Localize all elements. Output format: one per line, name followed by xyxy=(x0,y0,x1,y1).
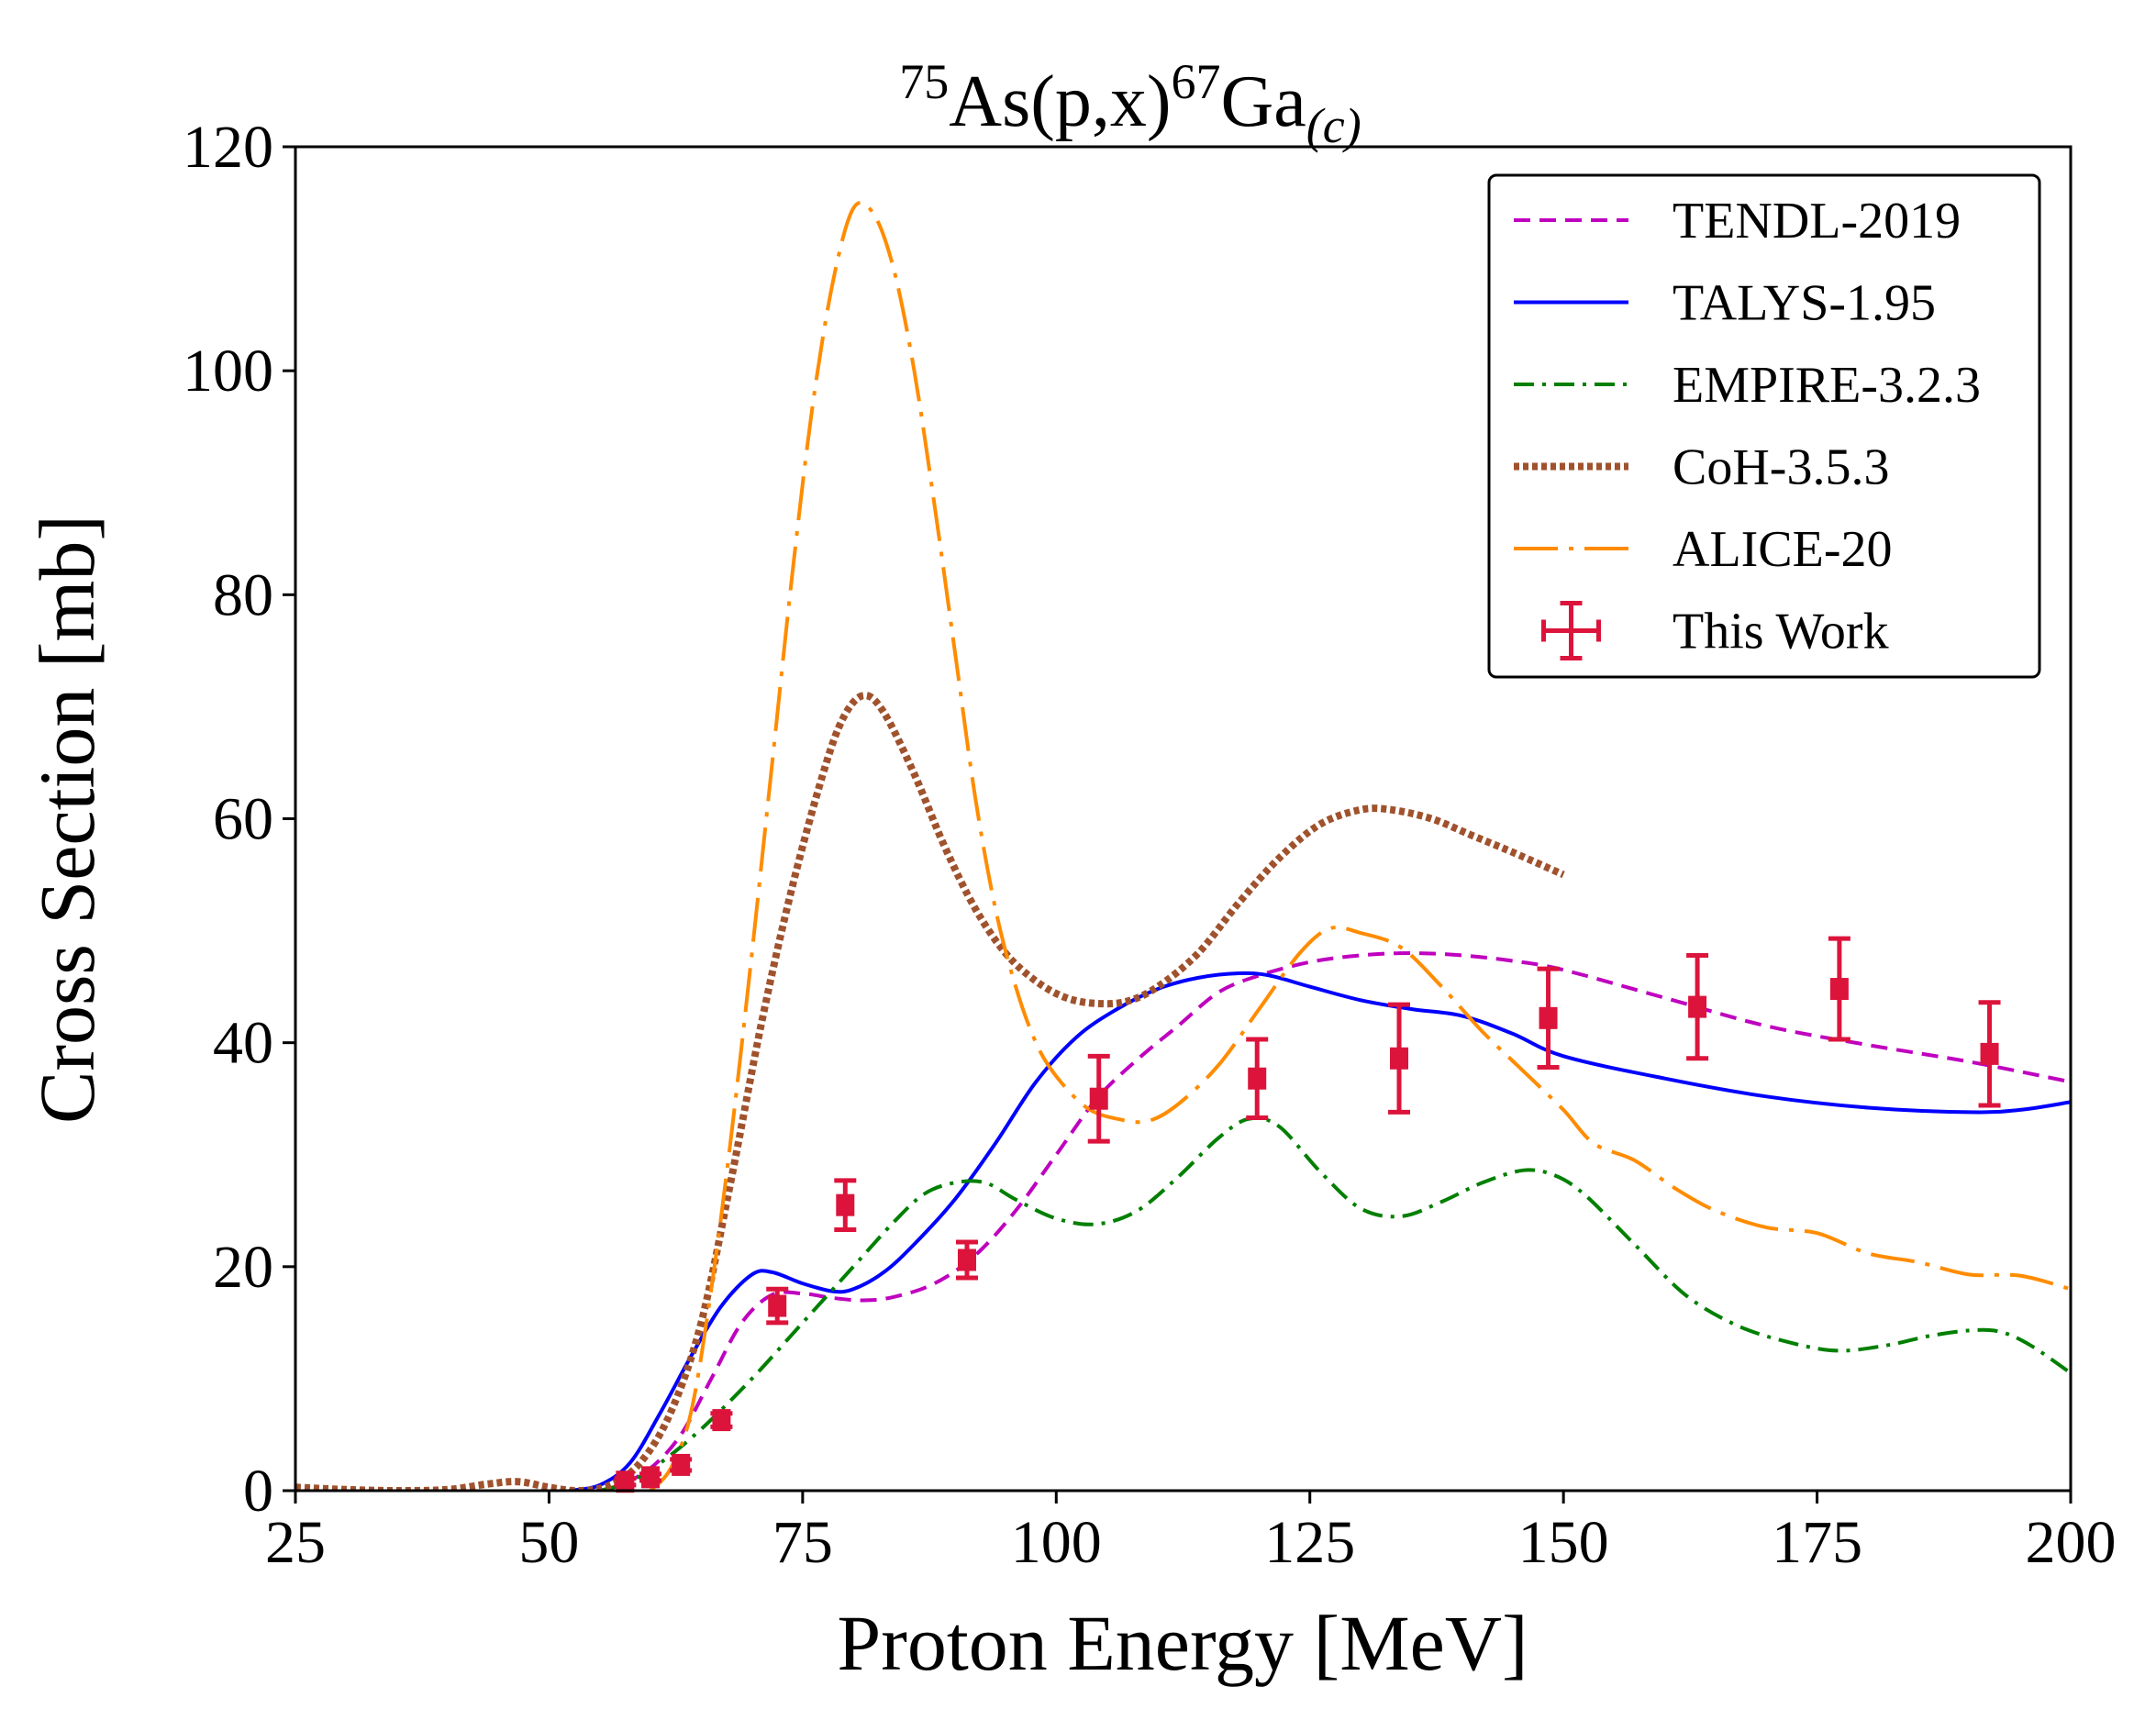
series-line-coh-3-5-3 xyxy=(295,692,1565,1491)
title-subscript: (c) xyxy=(1306,98,1361,153)
data-point xyxy=(614,1470,637,1493)
legend-label: This Work xyxy=(1673,604,1889,660)
x-tick-label: 50 xyxy=(518,1509,579,1576)
x-tick-label: 200 xyxy=(2026,1509,2117,1576)
x-tick-label: 100 xyxy=(1011,1509,1102,1576)
title-pre-superscript: 75 xyxy=(899,54,949,109)
axis-ticks: 25 50 75 100 125 150 175 200 0 20 40 60 80 100 120 xyxy=(183,114,2117,1576)
data-point xyxy=(766,1286,789,1326)
y-tick-label: 20 xyxy=(213,1234,273,1301)
data-point xyxy=(639,1466,661,1489)
x-tick-label: 75 xyxy=(772,1509,833,1576)
title-main: As(p,x) xyxy=(949,61,1171,142)
chart-title: 75As(p,x)67Ga(c) xyxy=(899,54,1361,153)
data-point xyxy=(1978,1000,2001,1108)
series-line-alice-20 xyxy=(649,200,2071,1491)
data-point xyxy=(1828,936,1850,1042)
series-line-empire-3-2-3 xyxy=(599,1115,2071,1491)
experimental-points xyxy=(614,936,2001,1493)
legend-label: TENDL-2019 xyxy=(1673,193,1961,250)
title-mid-superscript: 67 xyxy=(1171,54,1220,109)
y-axis-label: Cross Section [mb] xyxy=(23,515,111,1124)
x-tick-label: 25 xyxy=(265,1509,326,1576)
x-tick-label: 150 xyxy=(1518,1509,1609,1576)
legend-swatch-this-work xyxy=(1541,601,1601,660)
legend: TENDL-2019 TALYS-1.95 EMPIRE-3.2.3 CoH-3.5.… xyxy=(1487,173,2041,679)
data-point xyxy=(1537,966,1560,1071)
legend-label: CoH-3.5.3 xyxy=(1673,439,1889,496)
y-tick-label: 40 xyxy=(213,1010,273,1077)
data-point xyxy=(710,1409,733,1432)
legend-label: EMPIRE-3.2.3 xyxy=(1673,357,1981,414)
y-tick-label: 80 xyxy=(213,561,273,628)
data-point xyxy=(834,1178,857,1233)
legend-label: TALYS-1.95 xyxy=(1673,275,1936,332)
y-tick-label: 120 xyxy=(183,114,273,181)
legend-label: ALICE-20 xyxy=(1673,521,1893,578)
data-point xyxy=(1686,952,1709,1061)
title-main2: Ga xyxy=(1220,61,1306,142)
data-point xyxy=(1246,1037,1269,1120)
data-point xyxy=(670,1453,693,1476)
y-tick-label: 60 xyxy=(213,786,273,853)
y-tick-label: 100 xyxy=(183,338,273,405)
y-tick-label: 0 xyxy=(243,1458,273,1525)
x-axis-label: Proton Energy [MeV] xyxy=(837,1599,1528,1687)
series-line-tendl-2019 xyxy=(599,951,2071,1491)
series-line-talys-1-95 xyxy=(569,971,2071,1491)
data-point xyxy=(955,1239,978,1281)
data-point xyxy=(1087,1053,1110,1144)
data-point xyxy=(1388,1002,1411,1115)
x-tick-label: 175 xyxy=(1772,1509,1862,1576)
x-tick-label: 125 xyxy=(1264,1509,1355,1576)
